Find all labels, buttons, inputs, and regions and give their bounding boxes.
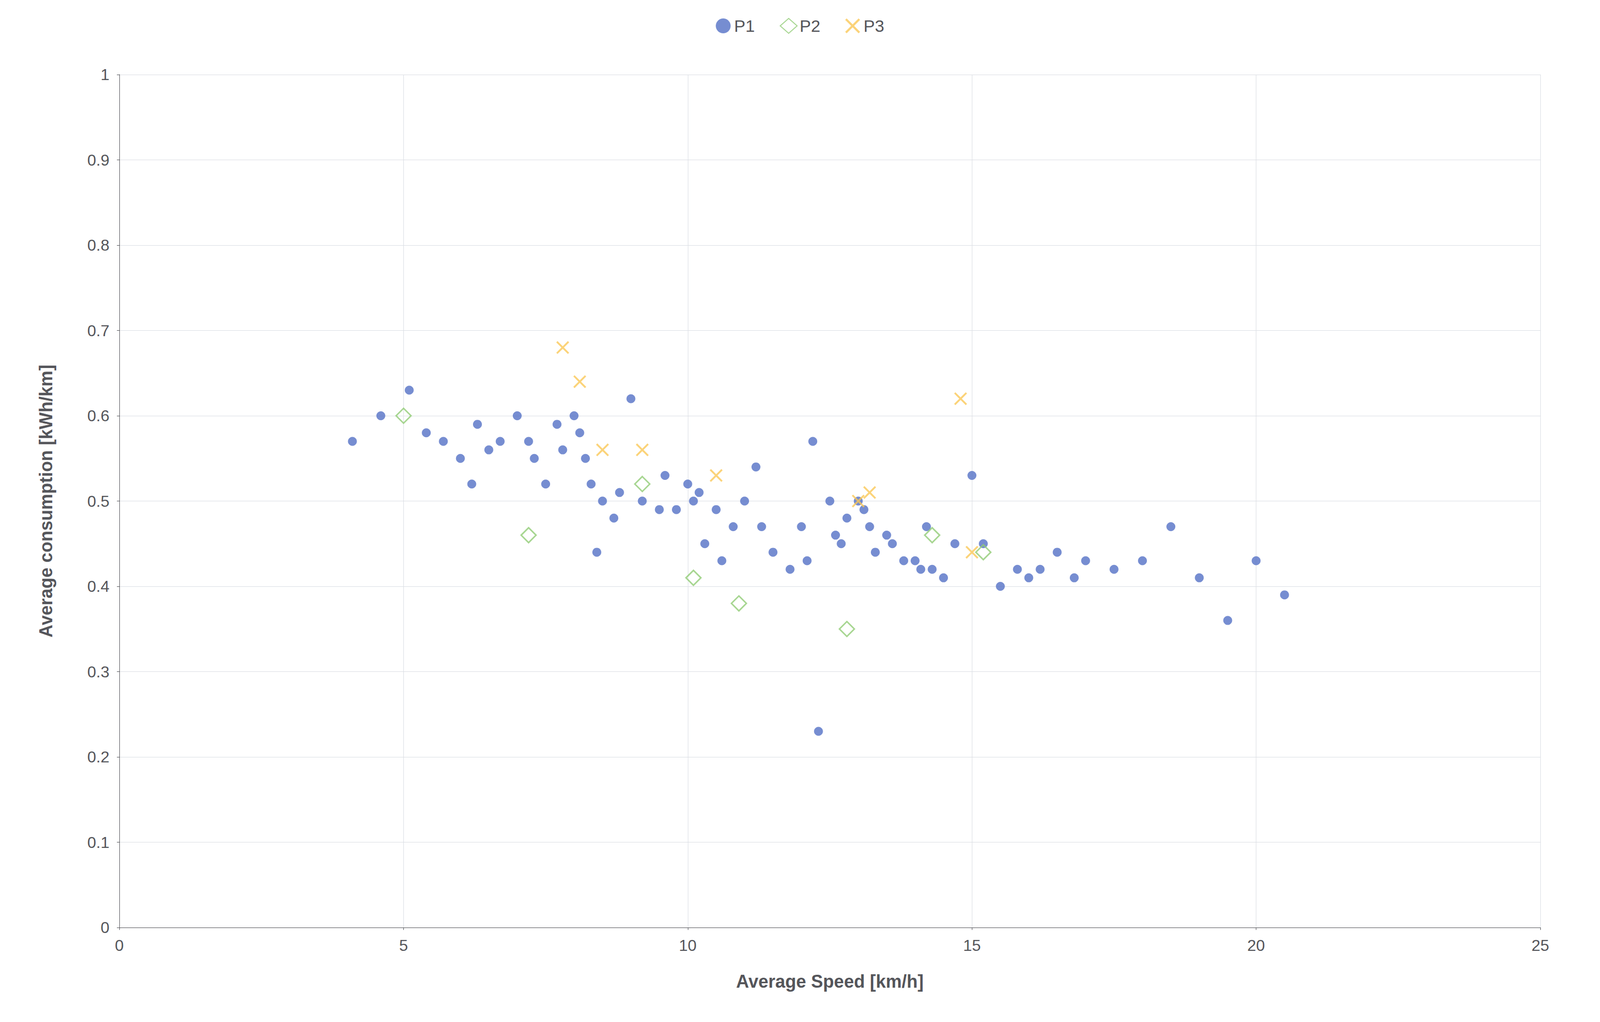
svg-text:1: 1 bbox=[100, 65, 110, 84]
svg-text:Average Speed [km/h]: Average Speed [km/h] bbox=[736, 971, 924, 992]
svg-text:0.1: 0.1 bbox=[87, 833, 110, 852]
svg-text:0.7: 0.7 bbox=[87, 321, 110, 340]
svg-text:0.2: 0.2 bbox=[87, 748, 110, 766]
svg-text:P3: P3 bbox=[863, 16, 885, 36]
svg-text:5: 5 bbox=[399, 936, 409, 955]
svg-text:0.3: 0.3 bbox=[87, 662, 110, 681]
svg-text:0: 0 bbox=[100, 918, 110, 937]
svg-text:Average consumption [kWh/km]: Average consumption [kWh/km] bbox=[35, 364, 57, 638]
svg-text:10: 10 bbox=[678, 936, 697, 955]
svg-text:0.8: 0.8 bbox=[87, 236, 110, 255]
svg-text:0.5: 0.5 bbox=[87, 492, 110, 511]
svg-text:0: 0 bbox=[114, 936, 124, 955]
svg-text:25: 25 bbox=[1531, 936, 1550, 955]
svg-text:P1: P1 bbox=[734, 16, 755, 36]
svg-text:0.4: 0.4 bbox=[87, 577, 110, 596]
svg-text:0.9: 0.9 bbox=[87, 151, 110, 170]
svg-text:P2: P2 bbox=[799, 16, 821, 36]
svg-text:20: 20 bbox=[1247, 936, 1266, 955]
svg-text:0.6: 0.6 bbox=[87, 406, 110, 425]
svg-text:15: 15 bbox=[962, 936, 981, 955]
